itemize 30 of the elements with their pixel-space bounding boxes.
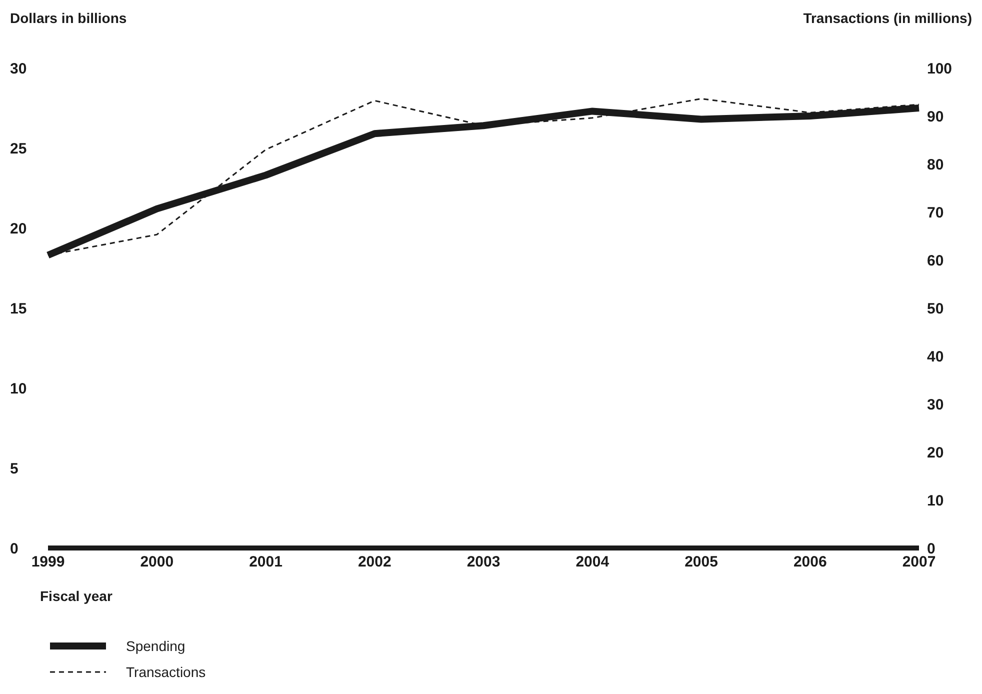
y-tick-label: 10 xyxy=(10,380,27,398)
y-tick-label: 5 xyxy=(10,460,18,478)
y2-tick-label: 60 xyxy=(927,252,944,270)
x-tick-label: 1999 xyxy=(31,554,65,571)
y2-tick-label: 70 xyxy=(927,204,944,222)
legend-label: Transactions xyxy=(126,664,206,680)
y-tick-label: 30 xyxy=(10,60,27,78)
y2-tick-label: 80 xyxy=(927,156,944,174)
y-tick-label: 0 xyxy=(10,540,18,558)
y2-tick-label: 90 xyxy=(927,108,944,126)
y2-tick-label: 50 xyxy=(927,300,944,318)
x-tick-label: 2003 xyxy=(466,554,500,571)
y2-tick-label: 40 xyxy=(927,348,944,366)
y2-axis-title: Transactions (in millions) xyxy=(803,10,972,26)
y2-tick-label: 100 xyxy=(927,60,952,78)
y-tick-label: 20 xyxy=(10,220,27,238)
y2-tick-label: 30 xyxy=(927,396,944,414)
x-tick-label: 2000 xyxy=(140,554,174,571)
legend-label: Spending xyxy=(126,638,186,654)
y-tick-label: 25 xyxy=(10,140,27,158)
y2-tick-label: 10 xyxy=(927,492,944,510)
x-tick-label: 2001 xyxy=(249,554,282,571)
x-tick-label: 2006 xyxy=(793,554,827,571)
y-tick-label: 15 xyxy=(10,300,27,318)
x-tick-label: 2005 xyxy=(684,554,718,571)
y2-tick-label: 20 xyxy=(927,444,944,462)
x-axis-title: Fiscal year xyxy=(40,588,112,604)
x-tick-label: 2004 xyxy=(576,554,610,571)
x-tick-label: 2002 xyxy=(358,554,392,571)
y-axis-title: Dollars in billions xyxy=(10,10,127,26)
